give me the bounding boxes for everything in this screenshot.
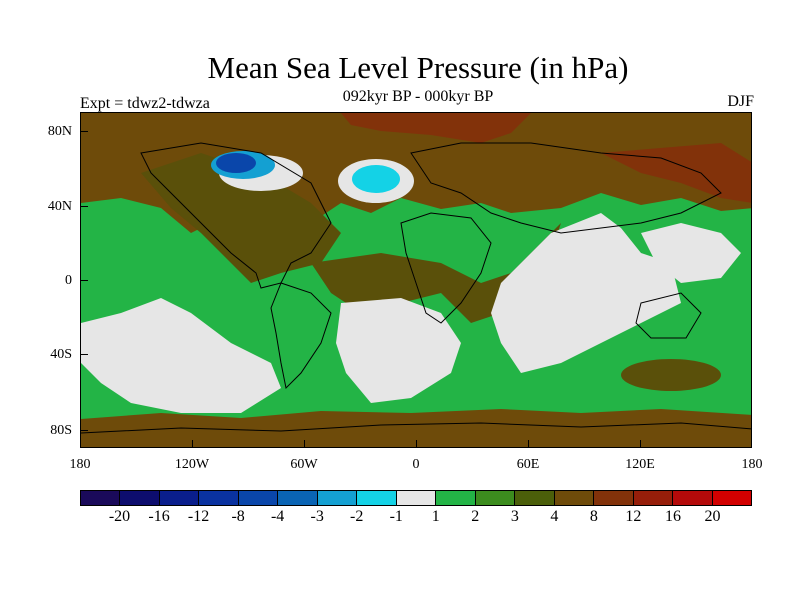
indian-ocean-gray <box>491 213 681 373</box>
map-title: Mean Sea Level Pressure (in hPa) <box>207 50 629 85</box>
colorbar-label: -16 <box>148 508 170 525</box>
lon-tick <box>192 440 193 448</box>
colorbar-swatch <box>475 491 516 505</box>
lon-label-60e: 60E <box>516 457 540 472</box>
colorbar-label: 2 <box>471 508 480 525</box>
colorbar-label: 4 <box>550 508 559 525</box>
lon-label-0: 0 <box>412 457 420 472</box>
colorbar-label: -1 <box>389 508 403 525</box>
lon-tick <box>640 440 641 448</box>
colorbar-swatch <box>436 491 476 505</box>
colorbar-label: -8 <box>231 508 245 525</box>
lat-tick <box>80 430 88 431</box>
colorbar-label: 3 <box>510 508 519 525</box>
lat-tick <box>80 354 88 355</box>
lon-label-180e: 180 <box>741 457 763 472</box>
lat-label-eq: 0 <box>65 273 72 288</box>
colorbar-swatch <box>120 491 160 505</box>
lat-tick <box>80 131 88 132</box>
colorbar-swatch <box>673 491 713 505</box>
lat-label-80n: 80N <box>47 124 72 139</box>
lon-label-120e: 120E <box>625 457 655 472</box>
colorbar-label: 1 <box>431 508 440 525</box>
colorbar-swatch <box>712 491 751 505</box>
colorbar-swatch <box>317 491 358 505</box>
colorbar-swatch <box>199 491 239 505</box>
map-subtitle: 092kyr BP - 000kyr BP <box>342 88 494 105</box>
lon-tick <box>528 440 529 448</box>
colorbar-swatch <box>515 491 555 505</box>
colorbar-label: -20 <box>108 508 131 525</box>
siberia-high <box>601 143 751 203</box>
colorbar-label: 12 <box>625 508 642 525</box>
colorbar-label: 16 <box>664 508 681 525</box>
map-canvas <box>81 113 751 447</box>
colorbar <box>80 490 752 506</box>
colorbar-swatch <box>357 491 397 505</box>
colorbar-swatch <box>554 491 595 505</box>
colorbar-swatch <box>159 491 200 505</box>
colorbar-label: -3 <box>310 508 324 525</box>
colorbar-swatch <box>238 491 279 505</box>
lon-tick <box>416 440 417 448</box>
colorbar-swatch <box>396 491 437 505</box>
coastlines <box>81 142 751 434</box>
lon-label-120w: 120W <box>174 457 210 472</box>
lat-label-80s: 80S <box>50 423 72 438</box>
colorbar-label: -12 <box>187 508 210 525</box>
southern-ocean-anomaly <box>621 359 721 391</box>
lon-label-60w: 60W <box>290 457 318 472</box>
lat-tick <box>80 206 88 207</box>
colorbar-label: 20 <box>704 508 721 525</box>
colorbar-swatch <box>81 491 121 505</box>
pacific-gray <box>641 223 741 283</box>
colorbar-swatch <box>633 491 674 505</box>
lat-label-40s: 40S <box>50 347 72 362</box>
lon-tick <box>304 440 305 448</box>
south-atlantic-gray <box>336 298 461 403</box>
antarctic-band <box>81 409 751 447</box>
colorbar-label: -4 <box>270 508 285 525</box>
pressure-anomaly-map <box>80 112 752 448</box>
colorbar-swatch <box>594 491 634 505</box>
south-pacific-gray <box>81 298 281 413</box>
hudson-low-core <box>216 153 256 173</box>
colorbar-label: 8 <box>589 508 598 525</box>
lat-tick <box>80 280 88 281</box>
lon-label-180w: 180 <box>69 457 91 472</box>
colorbar-swatch <box>278 491 318 505</box>
experiment-label: Expt = tdwz2-tdwza <box>80 95 210 112</box>
lat-label-40n: 40N <box>47 199 72 214</box>
north-america-anomaly <box>141 153 341 283</box>
north-atlantic-low-core <box>352 165 400 193</box>
colorbar-label: -2 <box>350 508 364 525</box>
season-label: DJF <box>727 93 754 110</box>
arctic-high <box>341 113 531 143</box>
